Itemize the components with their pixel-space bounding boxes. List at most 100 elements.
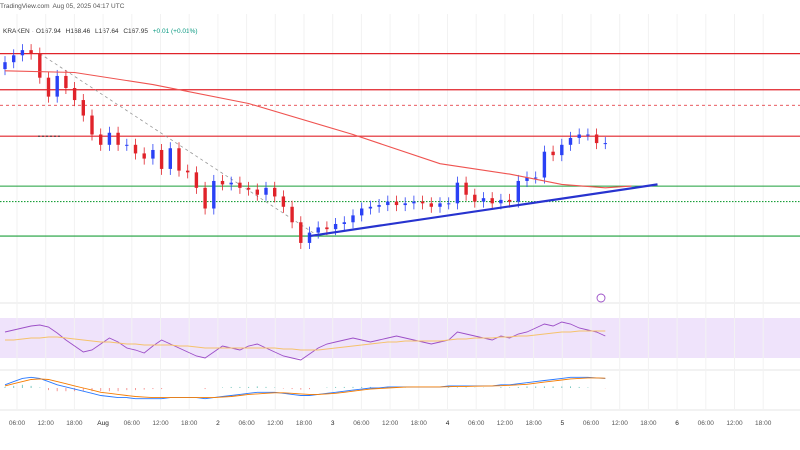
candle-body (55, 75, 59, 97)
alert-marker-icon (596, 293, 606, 303)
candle-body (594, 134, 599, 144)
candle-body (177, 148, 181, 171)
candle-body (159, 149, 164, 169)
candle-body (499, 199, 503, 204)
candle-body (516, 180, 520, 202)
x-tick-label: 4 (446, 420, 450, 427)
candle-body (481, 198, 486, 202)
candle-body (307, 232, 312, 243)
candle-body (290, 206, 294, 223)
candle-body (560, 144, 564, 156)
x-tick-label: 18:00 (525, 420, 542, 427)
candle-body (568, 137, 573, 145)
symbol-legend: KRAKEN · O167.94 H168.46 L167.64 C167.95… (3, 26, 201, 36)
x-tick-label: 12:00 (726, 420, 743, 427)
x-tick-label: 6 (675, 420, 679, 427)
candle-body (507, 199, 512, 202)
candle-body (438, 203, 442, 207)
rsi-band (0, 318, 800, 358)
bullish-trend-line (309, 183, 658, 238)
x-tick-label: 3 (331, 420, 335, 427)
candle-body (412, 201, 416, 204)
x-tick-label: 12:00 (267, 420, 284, 427)
candle-body (12, 55, 16, 63)
header-date: Aug 05, 2025 04:17 UTC (52, 3, 125, 10)
x-tick-label: 06:00 (698, 420, 715, 427)
candle-body (473, 194, 477, 202)
candle-body (194, 172, 199, 188)
candle-body (3, 62, 7, 70)
candle-body (107, 132, 112, 145)
candle-body (386, 201, 390, 206)
candle-body (81, 100, 85, 116)
open-value: O167.94 (35, 27, 61, 35)
candle-body (125, 144, 129, 146)
ohlc-readout: O167.94 H168.46 L167.64 C167.95 +0.01 (+… (36, 28, 201, 35)
candle-body (299, 222, 303, 243)
candle-body (525, 177, 529, 181)
candle-body (377, 205, 381, 207)
x-tick-label: 18:00 (640, 420, 657, 427)
x-tick-label: 18:00 (755, 420, 772, 427)
x-tick-label: 18:00 (296, 420, 313, 427)
candle-body (220, 180, 225, 185)
x-tick-label: 12:00 (152, 420, 169, 427)
x-tick-label: 06:00 (583, 420, 600, 427)
candle-body (99, 134, 103, 145)
publisher-label: TradingView.com (0, 3, 50, 10)
candle-body (603, 143, 607, 145)
candle-body (72, 88, 77, 101)
candle-body (577, 134, 581, 138)
x-tick-label: 06:00 (468, 420, 485, 427)
candle-body (116, 132, 120, 145)
candle-body (281, 196, 286, 207)
signal-line (4, 377, 606, 399)
macd-line (4, 376, 606, 400)
candle-body (20, 50, 25, 56)
candle-body (255, 189, 259, 195)
candle-body (168, 148, 172, 169)
candle-body (316, 227, 320, 233)
x-tick-label: 2 (216, 420, 220, 427)
candle-body (429, 203, 433, 207)
candle-body (133, 144, 138, 154)
candle-body (534, 177, 538, 179)
candle-body (142, 153, 146, 159)
moving-average-line (4, 70, 632, 189)
candle-body (264, 187, 268, 195)
candle-body (403, 203, 407, 206)
candle-body (151, 149, 155, 159)
candle-body (229, 182, 233, 185)
candle-body (38, 53, 42, 78)
candle-body (46, 77, 51, 97)
candle-body (90, 115, 94, 135)
high-value: H168.46 (65, 27, 91, 35)
close-value: C167.95 (123, 27, 148, 35)
candle-body (447, 203, 451, 205)
candle-body (238, 182, 242, 188)
chart-header: TradingView.com Aug 05, 2025 04:17 UTC (0, 0, 127, 13)
x-tick-label: 06:00 (124, 420, 141, 427)
candle-body (542, 151, 547, 178)
x-tick-label: 18:00 (411, 420, 428, 427)
candle-body (212, 180, 216, 209)
x-tick-label: 18:00 (66, 420, 83, 427)
candle-body (360, 208, 364, 216)
change-value: +0.01 (+0.01%) (152, 27, 198, 35)
x-tick-label: 12:00 (612, 420, 629, 427)
candle-body (342, 222, 346, 224)
exchange-label: KRAKEN (3, 27, 30, 35)
candle-body (29, 50, 33, 54)
x-tick-label: 5 (560, 420, 564, 427)
candle-body (333, 223, 338, 230)
candle-body (490, 198, 494, 204)
x-tick-label: 06:00 (353, 420, 370, 427)
candle-body (464, 182, 468, 195)
candle-body (203, 187, 207, 209)
x-tick-label: Aug (97, 420, 109, 427)
candle-body (420, 201, 425, 204)
x-tick-label: 12:00 (382, 420, 399, 427)
candle-body (455, 182, 460, 204)
fib-guide-line (39, 53, 319, 237)
